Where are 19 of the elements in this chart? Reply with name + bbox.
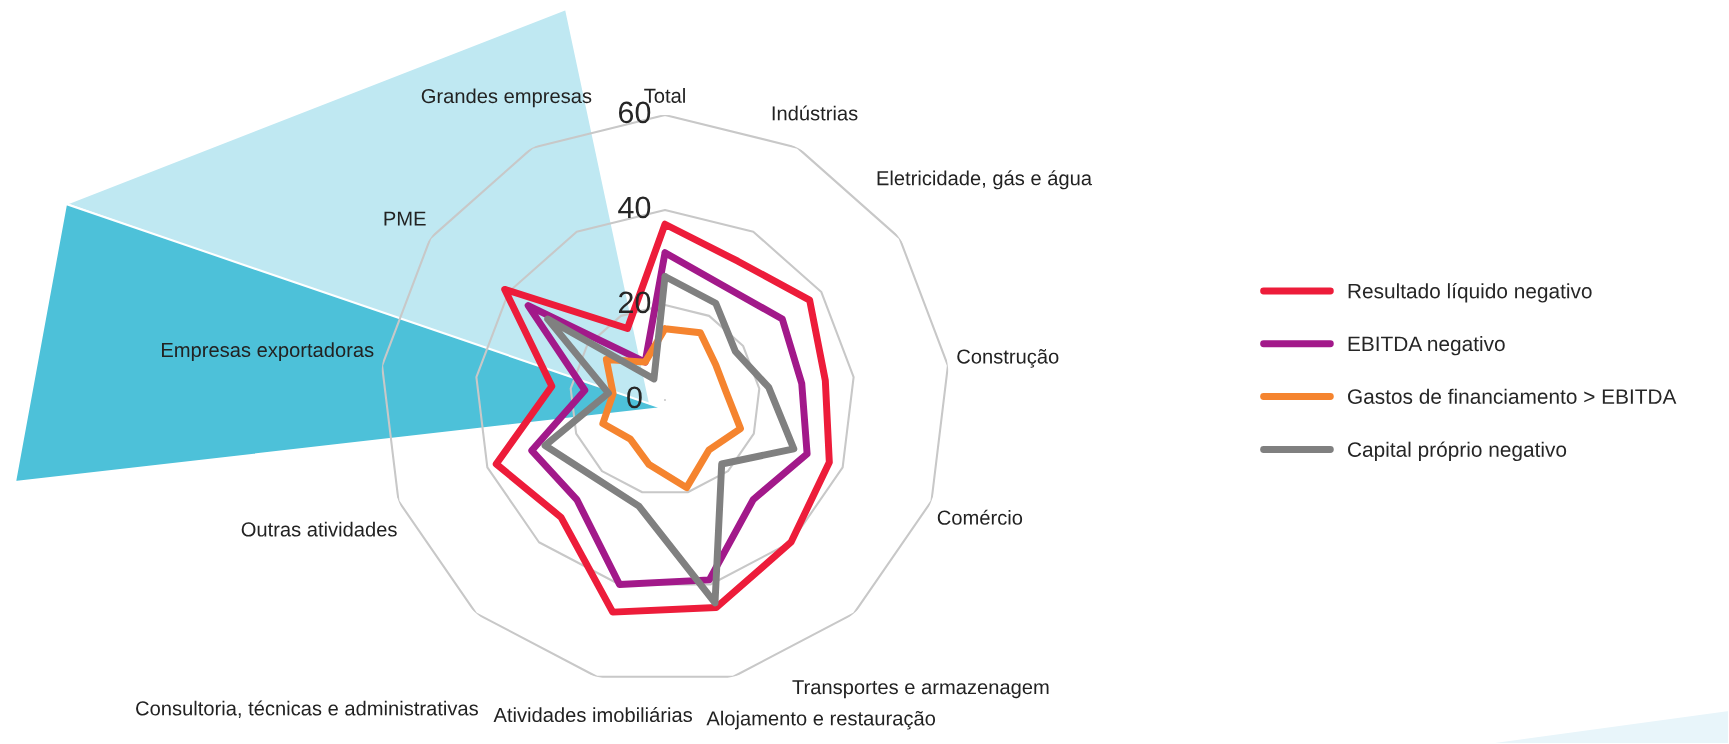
spoke-label: Grandes empresas: [421, 88, 592, 108]
y-tick-label: 40: [618, 196, 651, 219]
spoke-label: Atividades imobiliárias: [493, 707, 693, 723]
spoke-label: Alojamento e restauração: [706, 710, 936, 730]
legend-label: Capital próprio negativo: [1348, 441, 1567, 462]
spoke-label: Eletricidade, gás e água: [877, 170, 1093, 190]
spoke-label: Consultoria, técnicas e administrativas: [136, 700, 478, 718]
spoke-label: PME: [384, 211, 426, 226]
spoke-label: Construção: [957, 349, 1059, 368]
spoke-label: Outras atividades: [241, 521, 397, 537]
y-tick-label: 60: [619, 101, 651, 124]
legend-label: EBITDA negativo: [1348, 335, 1505, 356]
legend-label: Gastos de financiamento > EBITDA: [1348, 388, 1677, 404]
spoke-label: Transportes e armazenagem: [792, 680, 1049, 699]
legend-label: Resultado líquido negativo: [1348, 282, 1592, 303]
spoke-label: Indústrias: [772, 105, 858, 121]
spoke-label: Total: [644, 88, 685, 103]
spoke-label: Empresas exportadoras: [162, 342, 374, 362]
spoke-label: Comércio: [937, 509, 1023, 525]
